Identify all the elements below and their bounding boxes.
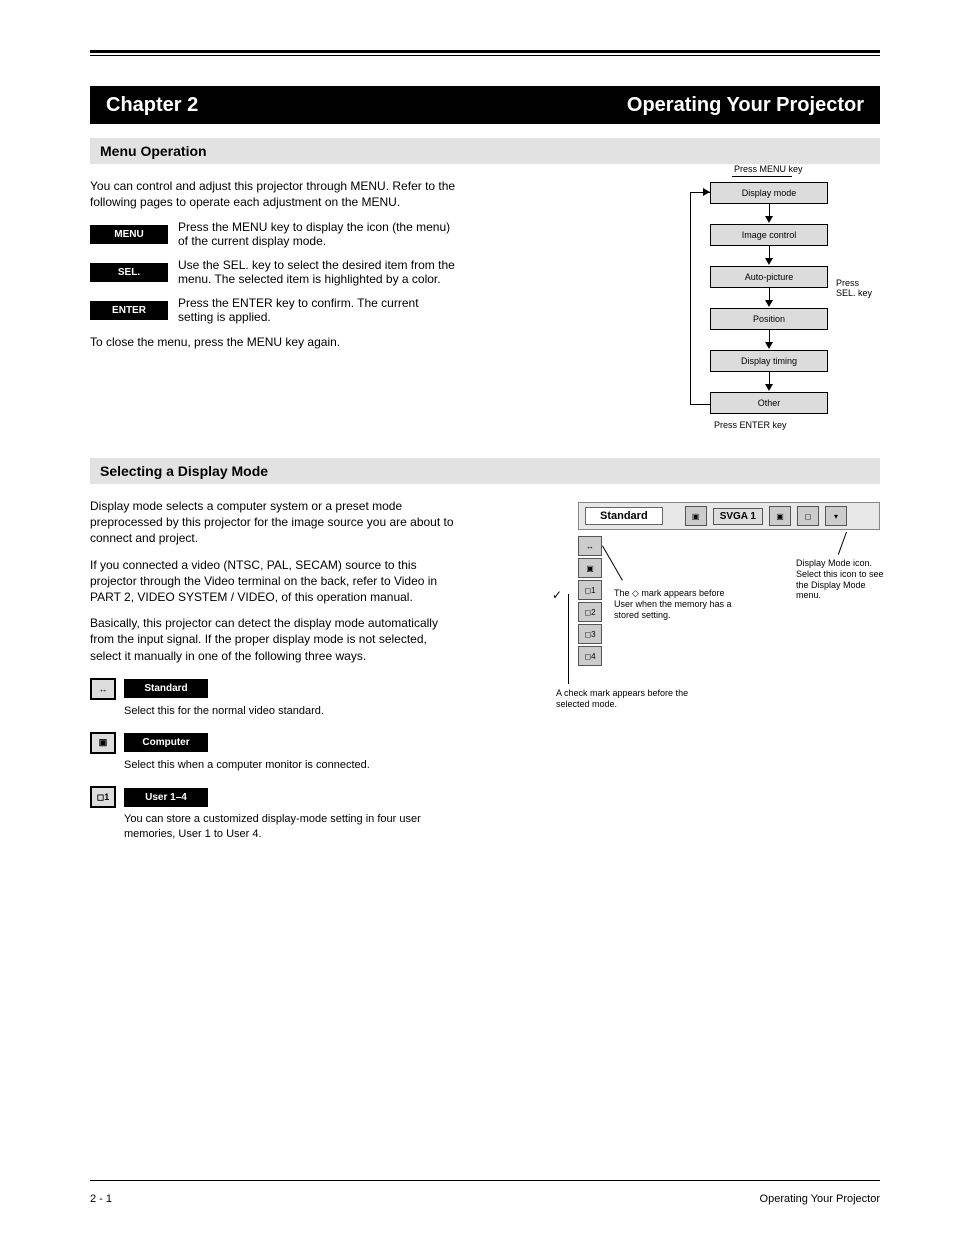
side-icon-2: ◻1 [578,580,602,600]
section2-intro1: Display mode selects a computer system o… [90,498,457,547]
toolbar-icon-4: ▾ [825,506,847,526]
menu-button-label: MENU [90,225,168,244]
section2-title: Selecting a Display Mode [90,458,880,484]
mode-computer-label: Computer [124,733,208,752]
side-icon-0: ↔ [578,536,602,556]
step-1: MENU Press the MENU key to display the i… [90,220,457,248]
screenshot-side-icons: ↔ ▣ ◻1 ◻2 ◻3 ◻4 [578,536,602,666]
callout-tick: A check mark appears before the selected… [556,688,706,710]
standard-icon: ↔ [90,678,116,700]
shot-svga: SVGA 1 [713,508,763,525]
step-2-text: Use the SEL. key to select the desired i… [178,258,457,286]
menu-screenshot: Standard ▣ SVGA 1 ▣ ◻ ▾ ↔ ▣ ◻1 ◻2 ◻3 ◻4 … [560,502,880,712]
mode-user-label: User 1–4 [124,788,208,807]
mode-user-desc: You can store a customized display-mode … [124,812,457,841]
step-3-text: Press the ENTER key to confirm. The curr… [178,296,457,324]
sel-button-label: SEL. [90,263,168,282]
flow-node-3: Position [710,308,828,330]
screenshot-toolbar: Standard ▣ SVGA 1 ▣ ◻ ▾ [578,502,880,530]
callout-diamond: The ◇ mark appears before User when the … [614,588,744,620]
mode-computer-row: ▣ Computer [90,732,457,754]
enter-button-label: ENTER [90,301,168,320]
section2-intro2: If you connected a video (NTSC, PAL, SEC… [90,557,457,606]
section1-intro: You can control and adjust this projecto… [90,178,457,210]
callout-right: Display Mode icon. Select this icon to s… [796,558,886,601]
chapter-title: Operating Your Projector [627,86,864,124]
mode-standard-label: Standard [124,679,208,698]
side-icon-3: ◻2 [578,602,602,622]
flow-caption-right: Press SEL. key [836,278,880,298]
step-2: SEL. Use the SEL. key to select the desi… [90,258,457,286]
toolbar-icon-1: ▣ [685,506,707,526]
side-icon-4: ◻3 [578,624,602,644]
step-1-text: Press the MENU key to display the icon (… [178,220,457,248]
section1-after: To close the menu, press the MENU key ag… [90,334,457,350]
section2-intro3: Basically, this projector can detect the… [90,615,457,664]
mode-computer-desc: Select this when a computer monitor is c… [124,758,457,772]
flow-node-1: Image control [710,224,828,246]
page-bottom-rule [90,1180,880,1181]
menu-flowchart: Press MENU key Display mode Image contro… [650,178,880,438]
shot-standard: Standard [585,507,663,525]
chapter-bar: Chapter 2 Operating Your Projector [90,86,880,124]
check-mark: ✓ [552,588,562,602]
mode-user-row: ◻1 User 1–4 [90,786,457,808]
step-3: ENTER Press the ENTER key to confirm. Th… [90,296,457,324]
toolbar-icon-3: ◻ [797,506,819,526]
flow-node-2: Auto-picture [710,266,828,288]
toolbar-icon-2: ▣ [769,506,791,526]
section1-title: Menu Operation [90,138,880,164]
flow-node-5: Other [710,392,828,414]
flow-node-4: Display timing [710,350,828,372]
mode-standard-desc: Select this for the normal video standar… [124,704,457,718]
footer-title: Operating Your Projector [760,1193,880,1205]
flow-node-0: Display mode [710,182,828,204]
flow-caption-top: Press MENU key [734,164,803,174]
page-top-rule [90,50,880,56]
chapter-label: Chapter 2 [106,86,198,124]
user1-icon: ◻1 [90,786,116,808]
flow-caption-bottom: Press ENTER key [714,420,787,430]
footer-page: 2 - 1 [90,1193,112,1205]
computer-icon: ▣ [90,732,116,754]
side-icon-5: ◻4 [578,646,602,666]
side-icon-1: ▣ [578,558,602,578]
mode-standard-row: ↔ Standard [90,678,457,700]
